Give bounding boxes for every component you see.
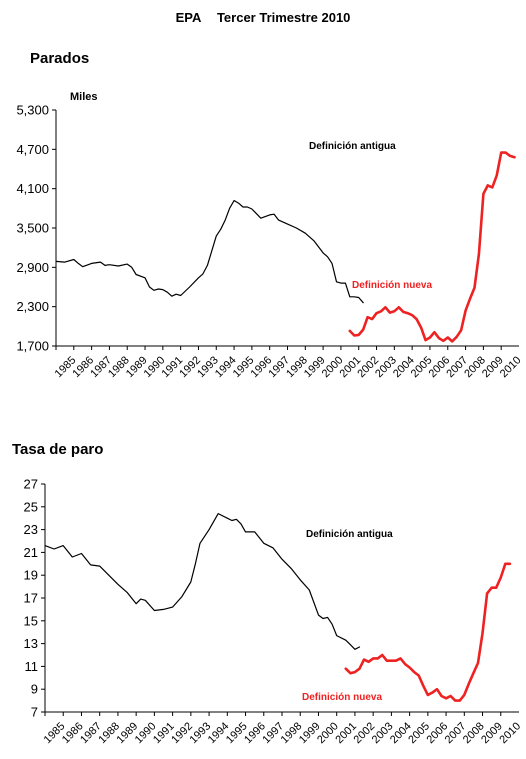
y-tick-label: 21 <box>24 545 38 560</box>
x-tick-label: 2010 <box>498 354 524 380</box>
y-tick-label: 1,700 <box>16 339 49 354</box>
y-tick-label: 2,300 <box>16 299 49 314</box>
series-line-definicion-nueva <box>344 562 512 702</box>
source-label: EPA <box>175 10 202 25</box>
y-tick-label: 4,100 <box>16 181 49 196</box>
x-tick-label: 2010 <box>497 720 523 746</box>
chart-parados: 1,700 2,300 2,900 3,500 4,100 4,700 5,300 Miles… <box>16 91 523 380</box>
series-line-definicion-nueva <box>348 151 516 343</box>
y-tick-label: 23 <box>24 522 38 537</box>
y-tick-label: 2,900 <box>16 260 49 275</box>
chart-title-parados: Parados <box>30 50 90 67</box>
y-tick-label: 13 <box>24 636 38 651</box>
y-tick-label: 25 <box>24 499 38 514</box>
y-tick-label: 27 <box>24 477 38 492</box>
y-tick-label: 9 <box>31 682 38 697</box>
chart-title-tasa-de-paro: Tasa de paro <box>12 441 104 458</box>
y-tick-label: 7 <box>31 705 38 720</box>
y-tick-label: 17 <box>24 591 38 606</box>
period-label: Tercer Trimestre 2010 <box>216 10 351 25</box>
annotation-definicion-antigua: Definición antigua <box>309 141 396 152</box>
y-tick-label: 19 <box>24 568 38 583</box>
y-tick-label: 11 <box>25 659 39 674</box>
y-tick-label: 4,700 <box>16 142 49 157</box>
page-title: EPA Tercer Trimestre 2010 <box>0 10 526 25</box>
series-line-definicion-antigua <box>44 512 361 650</box>
series-line-definicion-antigua <box>55 199 364 304</box>
annotation-definicion-nueva: Definición nueva <box>302 692 382 703</box>
annotation-definicion-antigua: Definición antigua <box>306 529 393 540</box>
y-tick-label: 5,300 <box>16 103 49 118</box>
y-tick-label: 15 <box>24 613 38 628</box>
y-axis-label: Miles <box>70 91 98 103</box>
y-tick-label: 3,500 <box>16 221 49 236</box>
annotation-definicion-nueva: Definición nueva <box>352 280 432 291</box>
chart-tasa-de-paro: 7911131517192123252719851986198719881989… <box>24 477 524 747</box>
